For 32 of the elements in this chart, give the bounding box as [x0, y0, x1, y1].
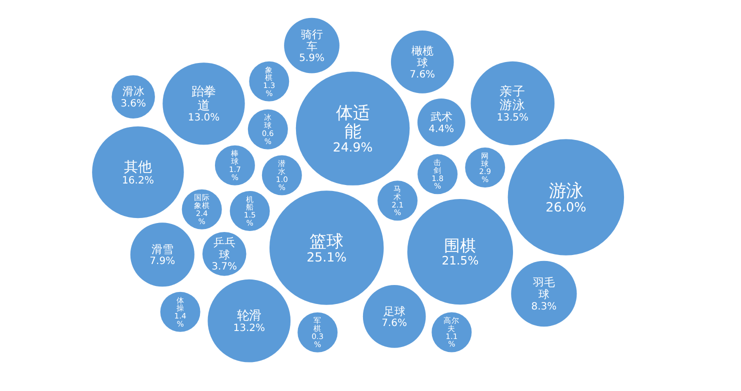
data-label: 7.6%: [410, 70, 436, 81]
category-label: 滑雪: [151, 242, 174, 256]
data-label: 5.9%: [299, 53, 324, 64]
category-label: 武术: [430, 110, 452, 124]
data-label: 7.6%: [382, 318, 408, 330]
category-label: 骑行车: [300, 28, 323, 53]
data-label: 4.4%: [428, 124, 454, 135]
category-label: 体适能: [336, 103, 370, 142]
category-label: 羽毛球: [532, 276, 555, 302]
category-label: 轮滑: [237, 308, 262, 323]
category-label: 橄榄球: [411, 44, 434, 70]
data-label: 3.6%: [120, 98, 146, 110]
category-label: 游泳: [548, 181, 583, 202]
data-label: 16.2%: [122, 175, 154, 186]
category-label: 乒乓球: [213, 236, 236, 262]
data-label: 3.7%: [212, 262, 238, 273]
data-label: 13.5%: [496, 112, 529, 124]
category-label: 其他: [124, 159, 152, 176]
data-label: 7.9%: [150, 256, 176, 268]
category-label: 亲子游泳: [500, 83, 526, 112]
category-label: 跆拳道: [192, 84, 216, 112]
data-label: 26.0%: [546, 200, 586, 216]
category-label: 围棋: [444, 236, 476, 255]
data-label: 8.3%: [531, 301, 557, 312]
data-label: 25.1%: [306, 250, 347, 265]
data-label: 24.9%: [332, 140, 373, 155]
data-label: 21.5%: [442, 254, 479, 268]
category-label: 篮球: [310, 232, 344, 252]
data-label: 13.2%: [233, 323, 266, 334]
category-label: 滑冰: [122, 85, 144, 98]
category-label: 足球: [383, 304, 406, 318]
data-label: 13.0%: [188, 112, 220, 124]
